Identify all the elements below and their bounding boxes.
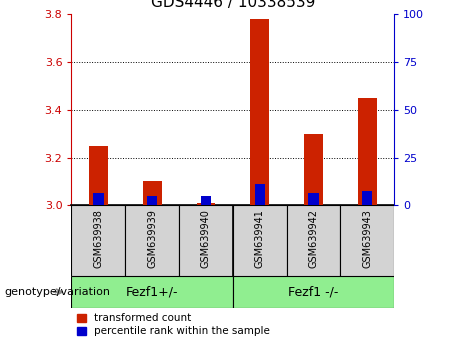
- Bar: [308, 193, 319, 205]
- Bar: [250, 19, 269, 205]
- Bar: [233, 205, 287, 276]
- Text: genotype/variation: genotype/variation: [5, 287, 111, 297]
- Bar: [362, 191, 372, 205]
- Bar: [143, 182, 161, 205]
- Text: GSM639941: GSM639941: [254, 209, 265, 268]
- Text: GSM639940: GSM639940: [201, 209, 211, 268]
- Bar: [89, 145, 108, 205]
- Bar: [201, 196, 211, 205]
- Text: Fezf1+/-: Fezf1+/-: [126, 286, 178, 298]
- Bar: [358, 98, 377, 205]
- Bar: [340, 205, 394, 276]
- Bar: [125, 205, 179, 276]
- Bar: [147, 196, 157, 205]
- Text: Fezf1 -/-: Fezf1 -/-: [288, 286, 339, 298]
- Bar: [179, 205, 233, 276]
- Bar: [196, 203, 215, 205]
- Title: GDS4446 / 10338539: GDS4446 / 10338539: [151, 0, 315, 10]
- Text: GSM639938: GSM639938: [93, 209, 103, 268]
- Text: GSM639943: GSM639943: [362, 209, 372, 268]
- Bar: [93, 193, 104, 205]
- Bar: [71, 205, 125, 276]
- Bar: [71, 276, 233, 308]
- Legend: transformed count, percentile rank within the sample: transformed count, percentile rank withi…: [77, 313, 270, 336]
- Text: GSM639942: GSM639942: [308, 209, 319, 268]
- Bar: [254, 184, 265, 205]
- Bar: [304, 134, 323, 205]
- Bar: [287, 205, 340, 276]
- Bar: [233, 276, 394, 308]
- Text: GSM639939: GSM639939: [147, 209, 157, 268]
